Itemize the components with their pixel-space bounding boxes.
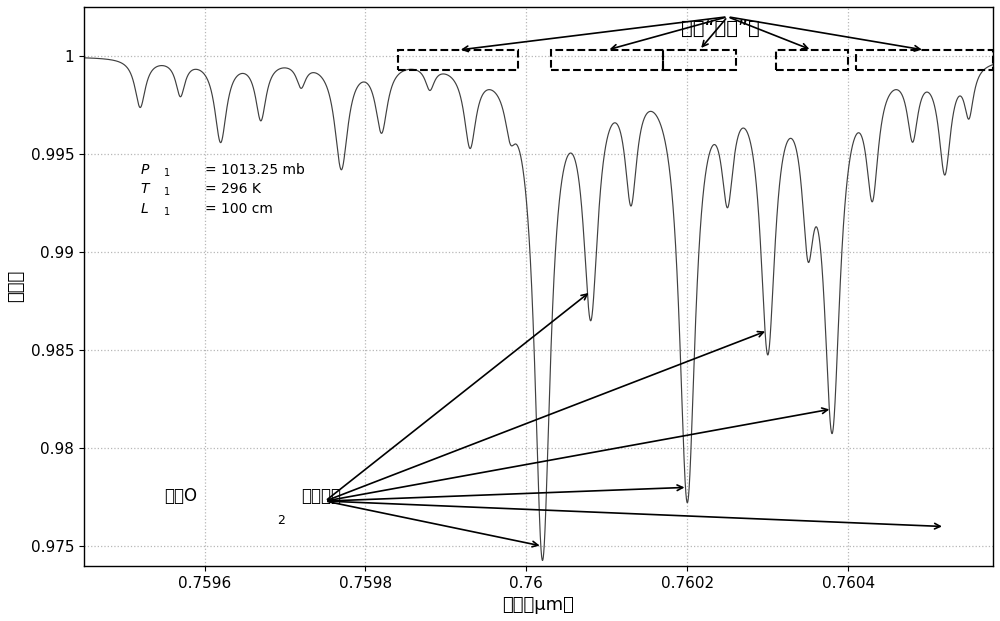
Text: T: T <box>140 182 149 196</box>
Y-axis label: 透光率: 透光率 <box>7 270 25 302</box>
Text: 2: 2 <box>277 514 285 527</box>
Bar <box>856 50 993 70</box>
Bar <box>776 50 848 70</box>
Bar <box>551 50 663 70</box>
X-axis label: 波长（μm）: 波长（μm） <box>503 596 574 614</box>
Text: 潜在“中性”区: 潜在“中性”区 <box>681 19 759 37</box>
Text: 1: 1 <box>164 207 170 217</box>
Text: = 296 K: = 296 K <box>205 182 260 196</box>
Text: = 1013.25 mb: = 1013.25 mb <box>205 163 304 176</box>
Text: 1: 1 <box>164 187 170 197</box>
Text: 潜在O: 潜在O <box>164 487 197 505</box>
Bar <box>663 50 736 70</box>
Text: 测量吸收: 测量吸收 <box>301 487 341 505</box>
Text: L: L <box>140 202 148 216</box>
Text: P: P <box>140 163 149 176</box>
Text: 1: 1 <box>164 168 170 178</box>
Text: = 100 cm: = 100 cm <box>205 202 272 216</box>
Bar <box>398 50 518 70</box>
